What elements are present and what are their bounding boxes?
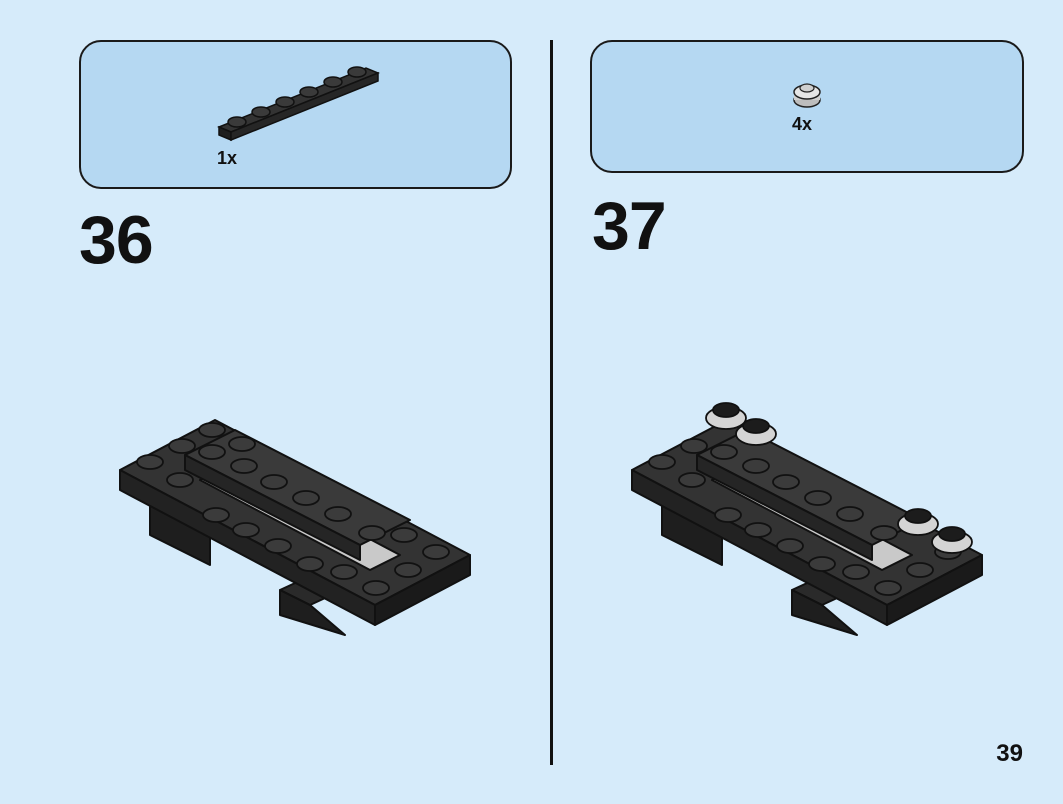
page-number: 39: [996, 740, 1023, 767]
part-quantity: 4x: [792, 114, 813, 134]
page-divider: [550, 40, 553, 765]
parts-box-step-36: 1x: [79, 40, 512, 189]
step-number: 36: [79, 202, 154, 278]
round-plate-icon: [705, 402, 973, 554]
part-quantity: 1x: [217, 148, 238, 168]
step-number: 37: [592, 188, 667, 264]
plate-1x6-icon: [217, 66, 380, 142]
parts-box-step-37: 4x: [590, 40, 1024, 173]
round-plate-icon: [793, 83, 821, 108]
